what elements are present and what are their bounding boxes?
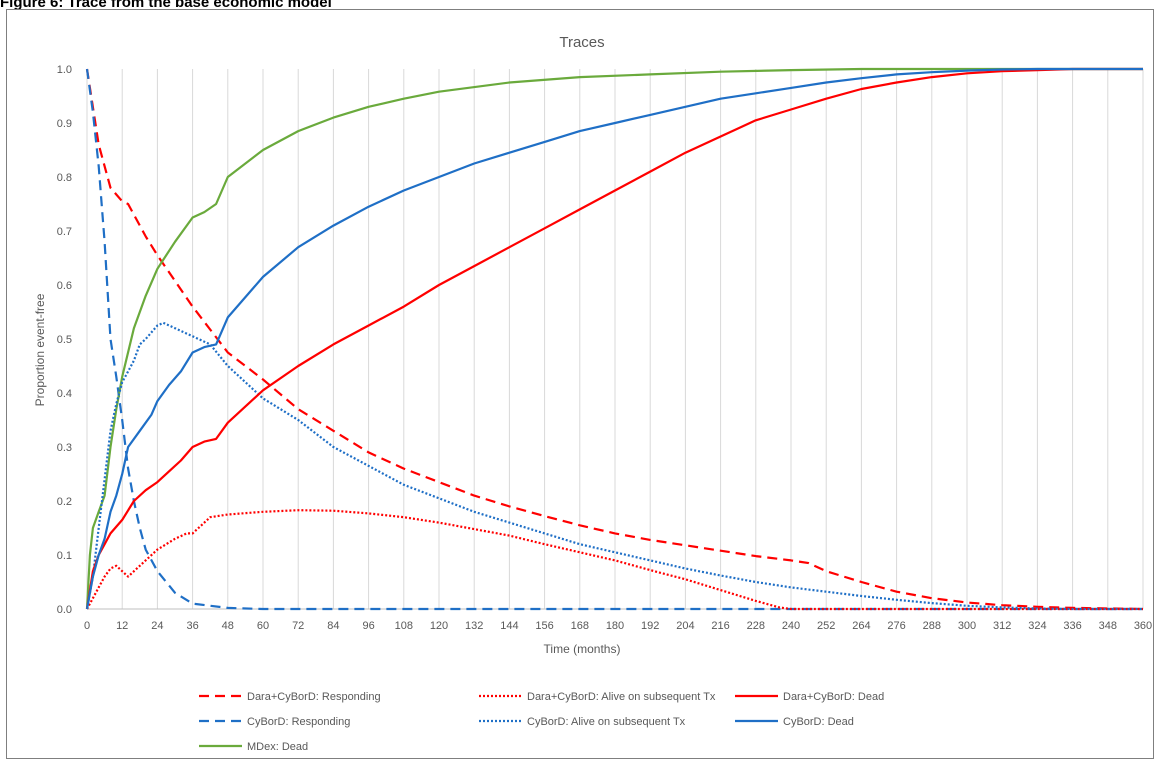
figure-caption: Figure 6: Trace from the base economic m…: [0, 0, 332, 11]
x-tick-label: 264: [852, 620, 870, 632]
axes: 0 12 24 36 48 60 72 84 96 108 120 132 144 156 168 180 19…: [57, 64, 1152, 632]
grid-lines: [86, 69, 1144, 609]
series-line-3: [86, 509, 1143, 611]
series-line-6: [85, 67, 1143, 610]
y-tick-label: 0.8: [57, 172, 72, 184]
x-tick-label: 360: [1134, 620, 1152, 632]
legend-label: CyBorD: Responding: [247, 716, 350, 728]
legend-label: MDex: Dead: [247, 741, 308, 753]
y-tick-label: 0.0: [57, 604, 72, 616]
y-tick-label: 0.7: [57, 226, 72, 238]
legend-item: Dara+CyBorD: Alive on subsequent Tx: [479, 691, 716, 703]
legend-item: CyBorD: Dead: [735, 716, 854, 728]
x-tick-label: 60: [257, 620, 269, 632]
line-chart: 0 12 24 36 48 60 72 84 96 108 120 132 144 156 168 180 19…: [33, 34, 1152, 753]
y-tick-label: 0.5: [57, 334, 72, 346]
x-tick-label: 180: [606, 620, 624, 632]
x-tick-label: 144: [500, 620, 518, 632]
series-line-4: [85, 321, 1143, 611]
x-tick-label: 12: [116, 620, 128, 632]
x-tick-label: 192: [641, 620, 659, 632]
legend-label: Dara+CyBorD: Dead: [783, 691, 884, 703]
x-tick-label: 120: [430, 620, 448, 632]
x-tick-label: 240: [782, 620, 800, 632]
legend-item: CyBorD: Alive on subsequent Tx: [479, 716, 686, 728]
series-line-0: [85, 68, 1144, 611]
x-tick-label: 84: [327, 620, 339, 632]
x-tick-label: 336: [1063, 620, 1081, 632]
legend: Dara+CyBorD: Responding Dara+CyBorD: Aliv…: [199, 691, 884, 753]
legend-item: Dara+CyBorD: Dead: [735, 691, 884, 703]
x-tick-label: 324: [1028, 620, 1046, 632]
y-tick-label: 0.1: [57, 550, 72, 562]
y-tick-label: 0.6: [57, 280, 72, 292]
y-tick-label: 1.0: [57, 64, 72, 76]
legend-item: CyBorD: Responding: [199, 716, 350, 728]
chart-title: Traces: [559, 34, 604, 51]
x-tick-label: 228: [747, 620, 765, 632]
chart-frame: 0 12 24 36 48 60 72 84 96 108 120 132 144 156 168 180 19…: [6, 9, 1154, 759]
x-tick-label: 48: [222, 620, 234, 632]
legend-label: Dara+CyBorD: Alive on subsequent Tx: [527, 691, 716, 703]
x-tick-label: 348: [1099, 620, 1117, 632]
x-tick-label: 96: [362, 620, 374, 632]
legend-item: Dara+CyBorD: Responding: [199, 691, 381, 703]
y-tick-label: 0.4: [57, 388, 72, 400]
x-axis-label: Time (months): [544, 642, 621, 656]
x-tick-label: 36: [186, 620, 198, 632]
series-line-5: [85, 67, 1143, 610]
x-tick-label: 216: [711, 620, 729, 632]
x-tick-label: 24: [151, 620, 163, 632]
x-tick-label: 288: [923, 620, 941, 632]
legend-label: CyBorD: Dead: [783, 716, 854, 728]
x-tick-label: 276: [887, 620, 905, 632]
x-tick-label: 132: [465, 620, 483, 632]
x-tick-label: 300: [958, 620, 976, 632]
series-lines: [85, 67, 1144, 611]
x-tick-label: 108: [395, 620, 413, 632]
y-tick-label: 0.3: [57, 442, 72, 454]
y-tick-label: 0.2: [57, 496, 72, 508]
y-axis-label: Proportion event-free: [33, 293, 47, 406]
x-tick-label: 252: [817, 620, 835, 632]
x-tick-label: 168: [571, 620, 589, 632]
x-tick-label: 312: [993, 620, 1011, 632]
y-tick-label: 0.9: [57, 118, 72, 130]
x-tick-label: 204: [676, 620, 694, 632]
x-tick-label: 156: [535, 620, 553, 632]
series-line-2: [85, 67, 1143, 610]
legend-item: MDex: Dead: [199, 741, 308, 753]
legend-label: CyBorD: Alive on subsequent Tx: [527, 716, 686, 728]
legend-label: Dara+CyBorD: Responding: [247, 691, 381, 703]
x-tick-label: 0: [84, 620, 90, 632]
x-tick-label: 72: [292, 620, 304, 632]
